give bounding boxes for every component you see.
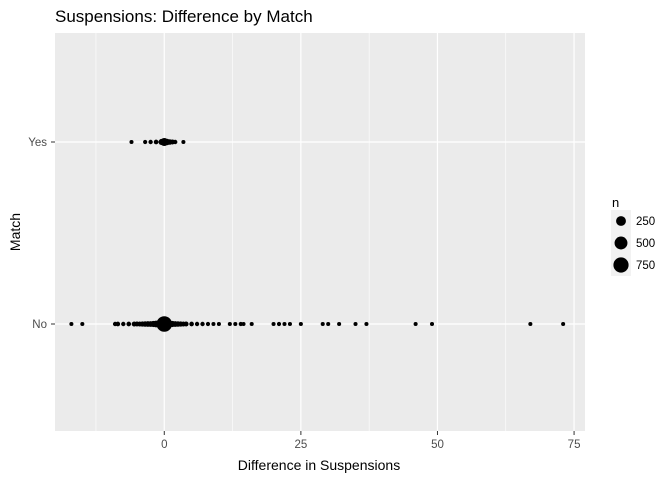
- legend-title: n: [612, 195, 619, 210]
- legend-label: 750: [636, 260, 655, 272]
- data-point: [200, 321, 205, 327]
- legend-symbol: [614, 236, 628, 250]
- data-point: [429, 321, 435, 327]
- data-point: [233, 321, 238, 327]
- data-point: [129, 139, 134, 145]
- data-point: [337, 321, 342, 327]
- legend-symbol: [616, 216, 626, 226]
- data-point: [148, 139, 153, 145]
- data-point: [353, 321, 358, 327]
- plot-panel: [55, 33, 585, 431]
- y-axis-label: Match: [7, 213, 23, 251]
- x-tick-label: 25: [294, 439, 307, 451]
- x-axis-label: Difference in Suspensions: [238, 457, 400, 473]
- data-point: [298, 321, 303, 327]
- data-point: [287, 321, 292, 327]
- data-point: [126, 321, 132, 327]
- data-point: [205, 321, 211, 327]
- data-point: [320, 321, 325, 327]
- x-tick-label: 50: [431, 439, 444, 451]
- data-point: [189, 321, 194, 327]
- data-point: [121, 321, 126, 327]
- chart-title: Suspensions: Difference by Match: [55, 7, 313, 26]
- x-tick-label: 0: [161, 439, 167, 451]
- x-tick-label: 75: [568, 439, 581, 451]
- data-point: [80, 321, 85, 327]
- data-point: [561, 321, 566, 327]
- data-point: [364, 321, 369, 327]
- data-point: [115, 321, 121, 327]
- data-point: [528, 321, 533, 327]
- data-point: [211, 321, 216, 327]
- grid-minor: [95, 33, 507, 431]
- size-legend: n 250 500 750: [611, 195, 655, 276]
- data-point: [153, 139, 159, 145]
- y-tick-label: No: [32, 319, 47, 331]
- data-point: [413, 321, 418, 327]
- data-point: [326, 321, 331, 327]
- data-point: [183, 321, 189, 327]
- legend-label: 250: [636, 216, 655, 228]
- data-point: [181, 139, 186, 145]
- data-point: [227, 321, 232, 327]
- data-point: [271, 321, 276, 327]
- data-point: [173, 139, 178, 145]
- legend-label: 500: [636, 238, 655, 250]
- data-point: [249, 321, 254, 327]
- y-axis: No Yes: [28, 137, 55, 331]
- data-point: [69, 321, 74, 327]
- data-point: [194, 321, 200, 327]
- data-point: [241, 321, 246, 327]
- data-point: [282, 321, 287, 327]
- x-axis: 0 25 50 75: [161, 431, 580, 451]
- legend-symbol: [613, 257, 629, 273]
- data-point: [143, 139, 148, 145]
- y-tick-label: Yes: [28, 137, 47, 149]
- data-point: [276, 321, 282, 327]
- data-point: [216, 321, 221, 327]
- data-points: [69, 137, 566, 332]
